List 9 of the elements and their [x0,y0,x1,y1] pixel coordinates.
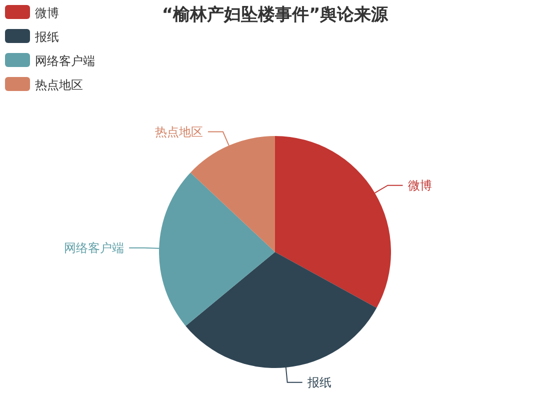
chart-title: “榆林产妇坠楼事件”舆论来源 [162,5,390,25]
slice-label: 热点地区 [154,124,203,139]
slice-label: 网络客户端 [64,240,124,255]
legend-label: 网络客户端 [35,54,95,68]
legend-label: 热点地区 [35,78,83,92]
legend-label: 报纸 [34,30,59,44]
legend-label: 微博 [35,6,59,20]
slice-label: 微博 [408,178,432,192]
slice-label: 报纸 [306,375,332,390]
